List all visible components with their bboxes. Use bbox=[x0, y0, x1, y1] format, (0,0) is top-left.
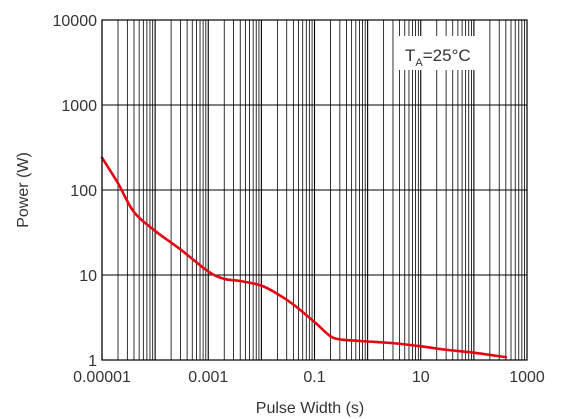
y-tick-label: 10 bbox=[79, 268, 97, 285]
y-axis-title: Power (W) bbox=[15, 152, 32, 228]
annotation-main: T bbox=[405, 46, 415, 65]
y-tick-label: 1000 bbox=[61, 98, 97, 115]
y-tick-labels: 1 10 100 1000 10000 bbox=[53, 13, 98, 370]
x-tick-label: 0.001 bbox=[188, 369, 228, 386]
annotation-subscript: A bbox=[415, 57, 423, 69]
annotation-background bbox=[399, 36, 483, 70]
plot-frame bbox=[101, 19, 528, 361]
series-layer bbox=[100, 156, 508, 359]
x-tick-label: 0.1 bbox=[303, 369, 325, 386]
x-tick-label: 1000 bbox=[509, 369, 545, 386]
temperature-annotation: TA=25°C bbox=[405, 46, 471, 69]
annotation-rest: =25°C bbox=[423, 46, 471, 65]
y-tick-label: 1 bbox=[88, 353, 97, 370]
annotation-box: TA=25°C bbox=[399, 36, 483, 70]
x-axis-title: Pulse Width (s) bbox=[256, 400, 364, 417]
power-curve bbox=[100, 156, 508, 359]
y-tick-label: 100 bbox=[70, 183, 97, 200]
y-tick-label: 10000 bbox=[53, 13, 98, 30]
grid bbox=[101, 19, 527, 361]
x-tick-label: 10 bbox=[412, 369, 430, 386]
x-tick-label: 0.00001 bbox=[73, 369, 131, 386]
x-tick-labels: 0.00001 0.001 0.1 10 1000 bbox=[73, 369, 545, 386]
